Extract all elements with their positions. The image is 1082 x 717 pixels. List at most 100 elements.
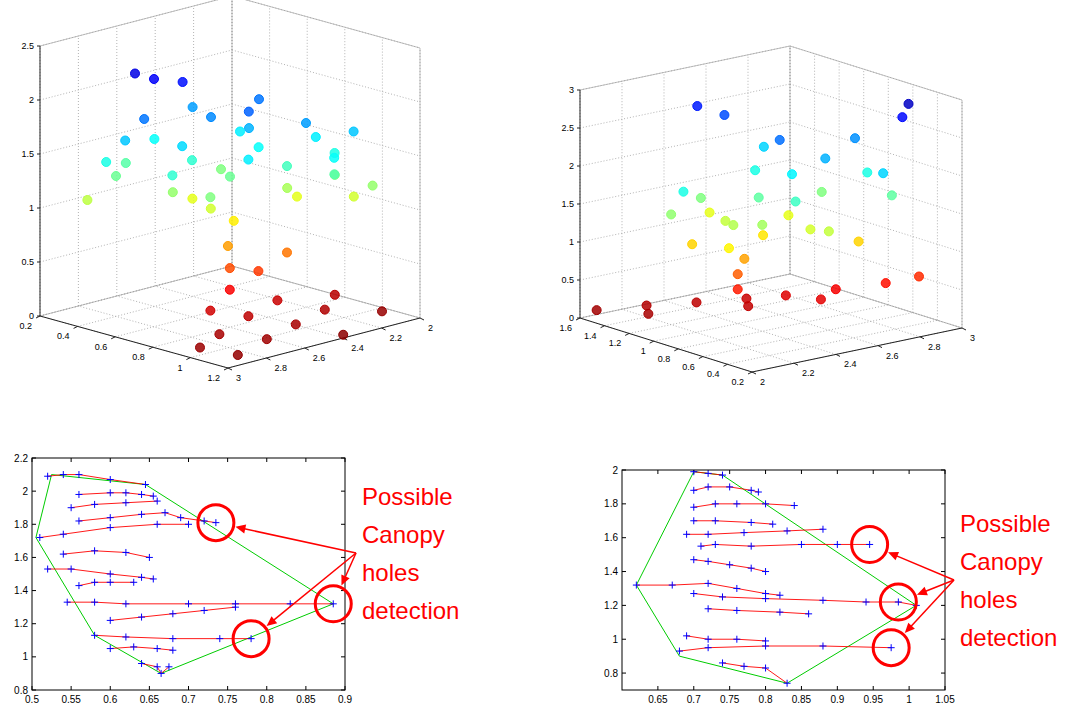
point-marker: [169, 610, 176, 617]
tick-mark: [420, 318, 424, 320]
tick-mark: [622, 571, 626, 572]
annotation: PossibleCanopyholesdetection: [960, 510, 1057, 651]
point-marker: [762, 665, 769, 672]
point: [188, 103, 197, 112]
point: [206, 193, 215, 202]
grid-line: [232, 212, 420, 264]
point: [349, 127, 358, 136]
point-marker: [705, 580, 712, 587]
tick-label: 1.4: [604, 566, 618, 577]
point: [881, 279, 890, 288]
tick-label: 2: [22, 486, 28, 497]
point-marker: [122, 489, 129, 496]
tick-mark: [801, 470, 802, 474]
tick-label: 0.85: [792, 694, 812, 705]
point-marker: [705, 636, 712, 643]
arrow-head: [905, 623, 915, 633]
grid-line: [269, 6, 270, 276]
tick-mark: [729, 686, 730, 690]
point: [831, 285, 840, 294]
point-marker: [130, 579, 137, 586]
point: [705, 208, 714, 217]
point-marker: [138, 491, 145, 498]
point-marker: [75, 471, 82, 478]
point: [293, 192, 302, 201]
point: [791, 197, 800, 206]
grid-line: [580, 46, 790, 90]
box-edge: [232, 0, 420, 48]
point: [262, 335, 271, 344]
grid-line: [232, 50, 420, 102]
point-marker: [748, 487, 755, 494]
point: [733, 270, 742, 279]
scan-line: [79, 582, 134, 585]
tick-label: 0.2: [731, 377, 744, 387]
annotation-line: detection: [362, 597, 459, 624]
tick-label: 1: [641, 346, 646, 356]
point-marker: [154, 498, 161, 505]
point-marker: [138, 574, 145, 581]
tick-label: 0.4: [707, 369, 720, 379]
point-marker: [107, 571, 114, 578]
point-marker: [719, 593, 726, 600]
grid-line: [116, 26, 117, 296]
grid-line: [40, 266, 232, 316]
point: [887, 191, 896, 200]
tick-mark: [110, 686, 111, 690]
point: [207, 113, 216, 122]
point-marker: [776, 592, 783, 599]
grid-line: [654, 297, 864, 341]
plot-area: [622, 470, 945, 690]
grid-line: [580, 160, 790, 204]
tick-mark: [37, 154, 40, 155]
tick-label: 2.2: [802, 368, 815, 378]
hole-highlight: [233, 621, 269, 657]
tick-mark: [32, 656, 36, 657]
point: [816, 295, 825, 304]
point-marker: [122, 633, 129, 640]
tick-label: 0.5: [21, 257, 34, 267]
point-marker: [776, 609, 783, 616]
point: [215, 330, 224, 339]
hole-highlight: [852, 526, 888, 562]
point: [644, 309, 653, 318]
tick-mark: [577, 128, 580, 129]
point: [806, 225, 815, 234]
point-marker: [107, 476, 114, 483]
point: [178, 142, 187, 151]
tick-label: 0.8: [14, 685, 28, 696]
tick-label: 1: [22, 651, 28, 662]
axis-line: [580, 318, 752, 372]
point-marker: [142, 481, 149, 488]
grid-line: [727, 320, 937, 364]
tick-mark: [752, 372, 756, 374]
point-marker: [690, 556, 697, 563]
grid-line: [580, 198, 790, 242]
hole-highlight: [880, 584, 916, 620]
tick-mark: [228, 368, 232, 370]
tick-mark: [577, 90, 580, 91]
grid-line: [706, 292, 878, 346]
tick-mark: [577, 204, 580, 205]
point-marker: [138, 511, 145, 518]
point: [679, 187, 688, 196]
arrow-head: [235, 525, 246, 534]
point: [720, 110, 729, 119]
point: [368, 181, 377, 190]
point-marker: [60, 471, 67, 478]
tick-mark: [266, 686, 267, 690]
tick-label: 3: [236, 373, 241, 383]
grid-line: [344, 27, 345, 297]
tick-label: 2: [428, 323, 433, 333]
point-marker: [165, 663, 172, 670]
point-marker: [68, 504, 75, 511]
grid-line: [40, 212, 232, 262]
tick-mark: [941, 537, 945, 538]
point: [188, 156, 197, 165]
point-marker: [784, 527, 791, 534]
point-marker: [705, 531, 712, 538]
tick-mark: [873, 470, 874, 474]
grid-line: [232, 0, 233, 266]
hole-highlight: [315, 586, 351, 622]
point-marker: [91, 547, 98, 554]
